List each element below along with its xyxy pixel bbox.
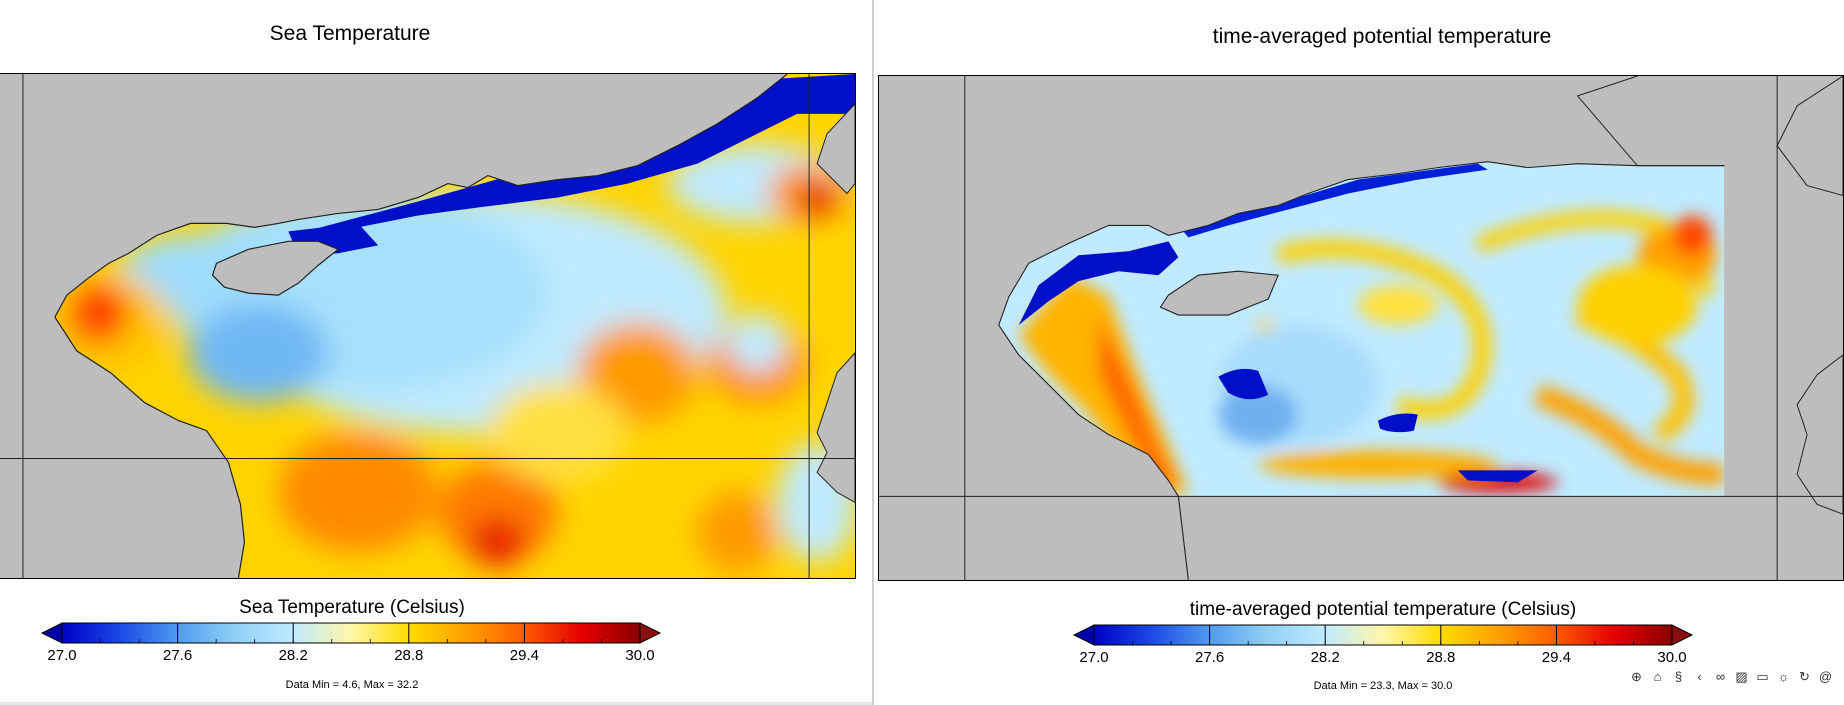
colorbar-tick-label: 29.4 — [1542, 649, 1571, 666]
shirt-icon[interactable]: ⌂ — [1653, 669, 1662, 684]
colorbar-tick-label: 28.8 — [1426, 649, 1455, 666]
colorbar-label: Sea Temperature (Celsius) — [239, 597, 465, 618]
toolbar: ⊕ ⌂ § ‹ ∞ ▨ ▭ ☼ ↻ @ — [1628, 668, 1834, 685]
left-plot-panel: Sea Temperature — [0, 0, 872, 705]
link-icon[interactable]: ∞ — [1715, 669, 1726, 684]
colorbar-over-arrow — [1671, 624, 1694, 646]
back-arrow-icon[interactable]: ‹ — [1697, 669, 1702, 684]
data-min-max-note: Data Min = 23.3, Max = 30.0 — [1313, 680, 1453, 692]
colorbar-tick-label: 27.0 — [1079, 649, 1108, 666]
s-icon[interactable]: § — [1674, 669, 1683, 684]
colorbar-tick-label: 28.8 — [394, 647, 423, 664]
colorbar-tick-label: 27.0 — [47, 647, 76, 664]
colorbar-under-arrow — [1072, 624, 1095, 646]
colorbar-tick-label: 27.6 — [1195, 649, 1224, 666]
right-plot-panel: time-averaged potential temperature — [874, 0, 1844, 705]
colorbar: 27.0 27.6 28.2 28.8 29.4 30.0 — [1072, 622, 1702, 672]
colorbar-tick-label: 30.0 — [625, 647, 654, 664]
data-min-max-note: Data Min = 4.6, Max = 32.2 — [285, 679, 419, 691]
colorbar-graphic: 27.0 27.6 28.2 28.8 29.4 30.0 — [1072, 624, 1694, 666]
colorbar-gradient — [61, 622, 641, 644]
colorbar-tick-label: 28.2 — [1311, 649, 1340, 666]
sea-temperature-map — [0, 74, 855, 578]
colorbar-over-arrow — [639, 622, 662, 644]
colorbar-tick-label: 28.2 — [279, 647, 308, 664]
plot-title: Sea Temperature — [269, 22, 431, 45]
map-plot-area[interactable] — [0, 73, 856, 579]
spiral-icon[interactable]: @ — [1818, 669, 1833, 684]
globe-icon[interactable]: ⊕ — [1631, 669, 1642, 684]
colorbar: 27.0 27.6 28.2 28.8 29.4 30.0 — [40, 620, 670, 670]
potential-temperature-map — [879, 76, 1843, 580]
colorbar-tick-label: 29.4 — [510, 647, 539, 664]
panel-divider[interactable] — [872, 0, 874, 705]
colorbar-under-arrow — [40, 622, 63, 644]
colorbar-gradient — [1093, 624, 1673, 646]
panel-bottom-edge — [0, 702, 872, 705]
map-plot-area[interactable] — [878, 75, 1844, 581]
layer-icon[interactable]: ▭ — [1756, 669, 1769, 684]
colorbar-label: time-averaged potential temperature (Cel… — [1189, 599, 1577, 620]
rotate-icon[interactable]: ↻ — [1799, 669, 1810, 684]
plot-title: time-averaged potential temperature — [1212, 25, 1552, 48]
colorbar-tick-label: 30.0 — [1657, 649, 1686, 666]
colorbar-tick-label: 27.6 — [163, 647, 192, 664]
image-icon[interactable]: ▨ — [1735, 669, 1748, 684]
colorbar-graphic: 27.0 27.6 28.2 28.8 29.4 30.0 — [40, 622, 662, 664]
sun-icon[interactable]: ☼ — [1777, 669, 1790, 684]
